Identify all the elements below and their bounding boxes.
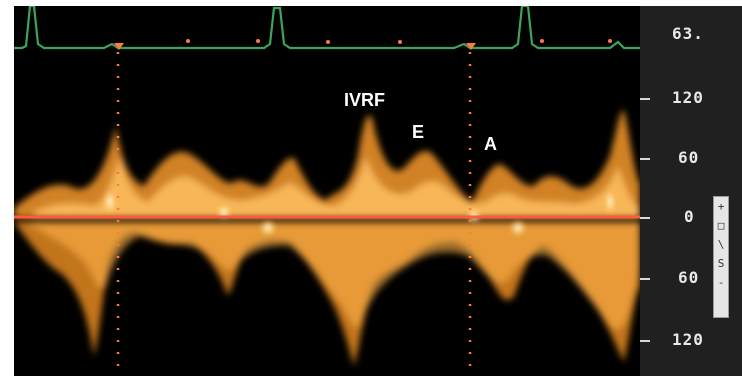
scale-tick	[640, 158, 650, 160]
doppler-display: 63. 120 60 0 60 120 IVRF E A	[14, 6, 742, 376]
control-s[interactable]: S	[717, 257, 725, 270]
annotation-ivrf: IVRF	[344, 90, 386, 110]
control-slash[interactable]: \	[717, 238, 725, 251]
control-minus[interactable]: -	[717, 276, 725, 289]
scale-tick	[640, 278, 650, 280]
velocity-scale: 63. 120 60 0 60 120	[640, 6, 742, 376]
scale-control-box[interactable]: + □ \ S -	[713, 196, 729, 318]
control-box[interactable]: □	[717, 219, 725, 232]
ecg-markers	[114, 39, 612, 50]
reverse-flow	[14, 222, 640, 366]
timing-marker-lines	[116, 52, 472, 366]
annotation-a: A	[484, 134, 497, 154]
forward-flow	[14, 110, 640, 218]
doppler-spectrum	[14, 6, 640, 366]
scale-label-60-bottom: 60	[678, 268, 700, 287]
scale-tick	[640, 340, 650, 342]
scale-tick	[640, 98, 650, 100]
scale-label-60-top: 60	[678, 148, 700, 167]
scale-label-0: 0	[684, 207, 695, 226]
annotation-e: E	[412, 122, 425, 142]
scale-label-120-top: 120	[672, 88, 704, 107]
scale-label-120-bottom: 120	[672, 330, 704, 349]
control-plus[interactable]: +	[717, 200, 725, 213]
ecg-trace	[14, 6, 640, 50]
ecg-value-label: 63.	[672, 24, 704, 43]
scale-tick	[640, 217, 650, 219]
